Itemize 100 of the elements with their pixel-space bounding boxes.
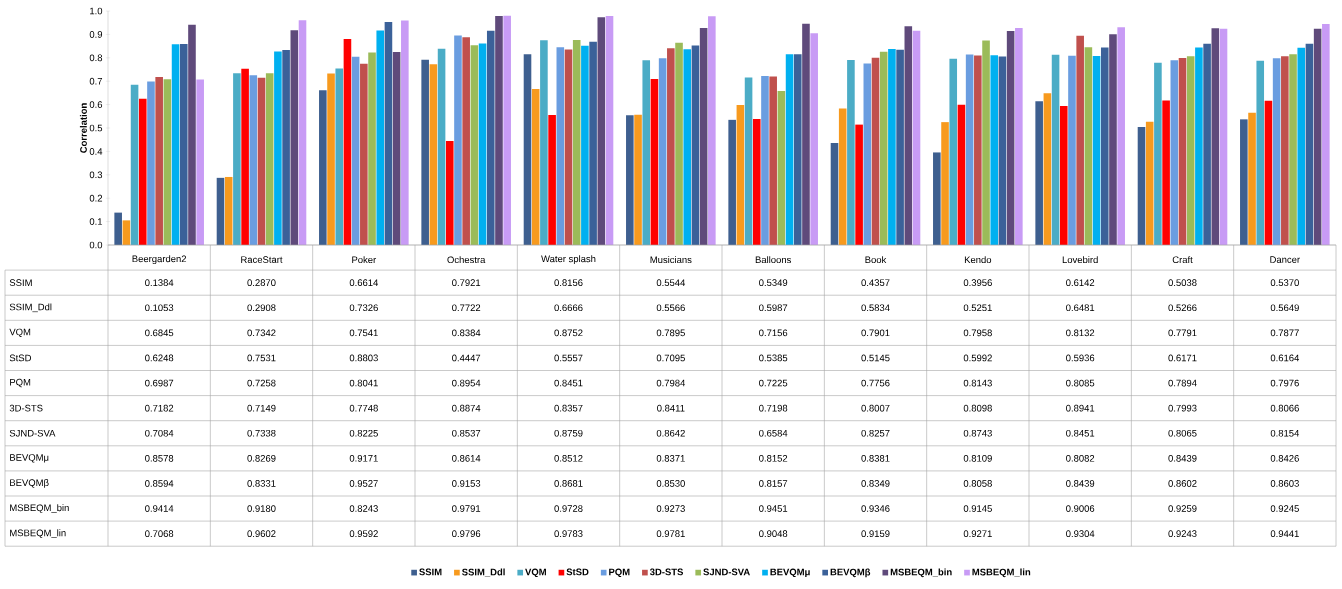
data-label: 0.7722 [452,304,481,312]
legend-label: SJND-SVA [703,568,750,576]
data-label: 0.9527 [349,480,378,487]
legend-label: StSD [566,568,589,576]
data-label: 0.7198 [759,404,788,412]
bar [360,63,368,246]
data-label: 0.7182 [145,404,174,412]
data-label: 0.7342 [247,329,276,337]
bar [343,39,352,246]
data-label: 0.7225 [759,379,788,387]
bar [965,54,974,246]
data-label: 0.5992 [963,354,992,362]
data-label: 0.6171 [1168,354,1197,362]
bar [1076,35,1084,246]
bar [1272,58,1281,246]
bar [351,56,360,246]
bar [1051,54,1060,246]
data-label: 0.8085 [1066,379,1095,387]
legend-label: PQM [609,568,630,578]
bar [1211,28,1220,246]
data-label: 0.6614 [349,279,379,287]
data-label: 0.5349 [759,279,788,287]
text: VQM [9,328,31,338]
bar [335,68,344,246]
data-label: 0.7901 [861,329,890,337]
bar [421,59,429,246]
bar [744,77,753,246]
bar [478,43,487,246]
data-label: 0.7894 [1168,379,1197,387]
bar [708,16,716,246]
bar [777,90,786,246]
data-label: 0.7748 [349,404,378,412]
data-label: 0.7531 [247,354,276,362]
y-tick-label: 0.6 [89,101,103,108]
bar [122,220,131,246]
bar [368,52,376,246]
bar [1264,100,1273,246]
bar [896,49,904,246]
bar [179,43,188,246]
data-label: 0.1384 [145,279,174,287]
data-label: 0.7258 [247,379,276,387]
data-label: 0.6164 [1270,354,1300,362]
bar [290,30,299,246]
legend-label: MSBEQM_bin [890,568,952,578]
bar [871,57,880,246]
data-label: 0.5038 [1168,279,1197,287]
text: SSIM_Ddl [9,303,52,313]
bar [503,15,511,246]
data-label: 0.4357 [861,279,890,287]
data-label: 0.9304 [1066,530,1095,538]
bar [1322,24,1330,246]
bar [523,54,532,246]
data-label: 0.8451 [554,379,583,387]
y-tick-label: 0.7 [89,77,103,85]
bar [998,56,1007,246]
bar [802,23,810,246]
bar [785,54,794,246]
bar [548,114,556,246]
data-label: 0.6845 [145,329,174,337]
data-label: 0.9153 [452,480,481,487]
legend-label: MSBEQM_lin [972,568,1031,578]
bar [1015,28,1023,246]
bar [572,40,581,246]
data-label: 0.8058 [963,480,992,487]
bar [274,51,282,246]
x-tick-label: Lovebird [1062,256,1098,264]
legend-label: SSIM [419,568,442,576]
bar [761,75,769,246]
text: BEVQMβ [10,479,49,488]
data-label: 0.8349 [861,480,890,487]
bar [470,45,479,246]
data-label: 0.8157 [759,480,788,487]
bar [626,115,634,246]
bar [1162,100,1170,246]
bar [556,47,565,246]
data-label: 0.8614 [452,455,481,462]
data-label: 0.6987 [145,379,174,387]
bar [597,17,606,246]
bar [830,143,839,246]
x-tick-label: Balloons [755,256,791,264]
data-label: 0.8156 [554,279,583,287]
text: MSBEQM_lin [10,529,66,539]
text: BEVQMμ [10,454,49,463]
bar [1117,27,1125,246]
data-label: 0.8603 [1270,480,1299,487]
bar [769,76,777,246]
data-label: 0.8132 [1066,329,1095,337]
bar [445,140,454,246]
data-label: 0.8066 [1270,404,1299,412]
bar [1203,43,1211,246]
bar [1248,112,1256,246]
bar [949,58,958,246]
y-tick-label: 0.1 [89,218,103,225]
data-label: 0.8941 [1066,404,1095,412]
bar [1084,47,1093,246]
data-label: 0.8642 [656,429,685,437]
data-label: 0.8007 [861,404,890,412]
bar [1305,43,1314,246]
bar [1100,47,1109,246]
data-label: 0.7068 [145,530,174,538]
